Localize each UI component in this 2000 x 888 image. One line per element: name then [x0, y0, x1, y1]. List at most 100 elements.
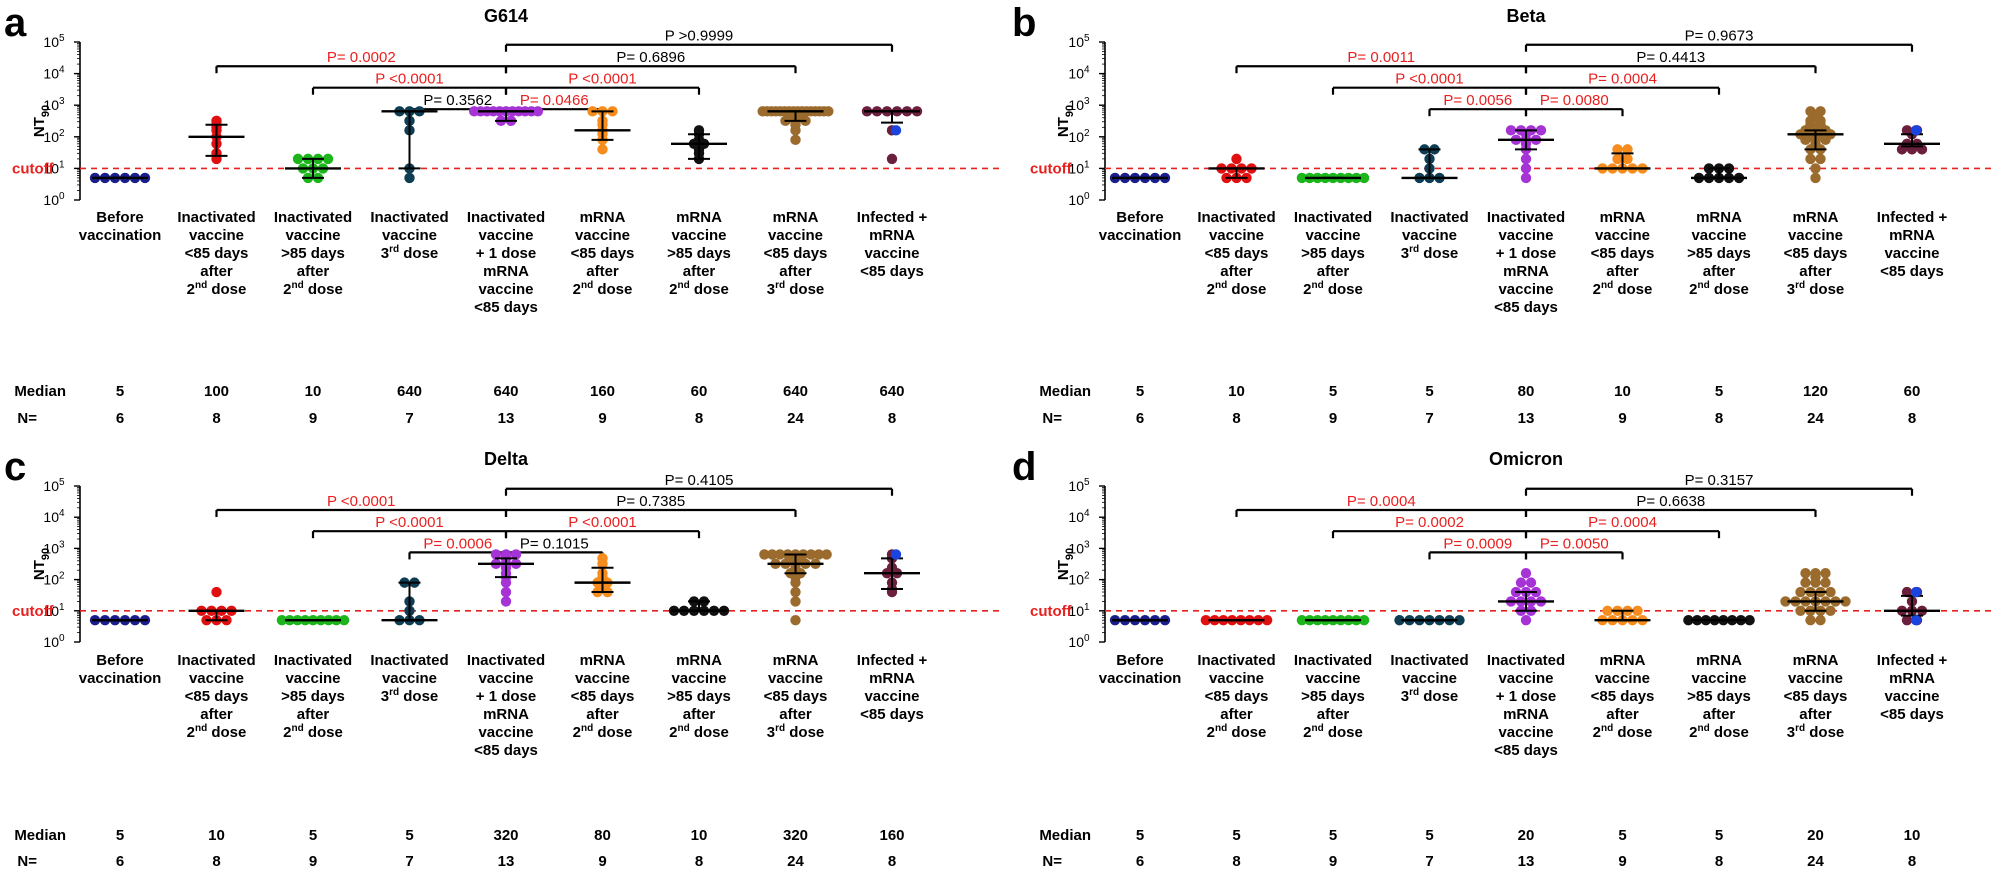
category-line: after: [200, 263, 233, 280]
median-value: 5: [1425, 827, 1433, 844]
p-value-label: P <0.0001: [375, 71, 444, 88]
data-point: [500, 549, 512, 560]
category-line: after: [779, 706, 812, 723]
category-line: vaccination: [1099, 227, 1182, 244]
category-line: 2nd dose: [1207, 280, 1267, 298]
category-line: after: [1317, 706, 1350, 723]
data-point: [1810, 568, 1821, 579]
category-line: mRNA: [580, 652, 626, 669]
data-point: [292, 153, 304, 165]
category-line: 2nd dose: [1593, 723, 1653, 741]
n-value: 8: [212, 410, 220, 427]
category-line: mRNA: [1600, 652, 1646, 669]
cutoff-label: cutoff: [12, 160, 55, 177]
data-point: [1901, 586, 1913, 598]
n-value: 7: [405, 853, 413, 870]
data-point: [1358, 614, 1370, 626]
category-line: <85 days: [764, 245, 828, 262]
category-line: mRNA: [773, 652, 819, 669]
data-point: [1535, 125, 1547, 136]
median-value: 320: [783, 827, 808, 844]
category-line: Inactivated: [370, 209, 448, 226]
n-value: 13: [498, 410, 515, 427]
y-tick-label: 104: [1068, 65, 1090, 82]
category-line: mRNA: [1793, 209, 1839, 226]
median-value: 120: [1803, 383, 1828, 400]
category-line: Infected +: [857, 209, 928, 226]
median-value: 160: [879, 827, 904, 844]
n-value: 8: [212, 853, 220, 870]
category-line: after: [1703, 263, 1736, 280]
median-value: 640: [493, 383, 518, 400]
p-value-label: P= 0.0080: [1540, 92, 1609, 109]
data-point: [490, 549, 502, 560]
category-line: 2nd dose: [187, 723, 247, 741]
y-tick-label: 101: [43, 602, 65, 619]
category-line: Infected +: [1877, 652, 1948, 669]
group-1-points: [1208, 153, 1265, 184]
p-value-label: P <0.0001: [375, 514, 444, 531]
p-value-label: P= 0.4105: [665, 472, 734, 489]
category-line: <85 days: [1784, 245, 1848, 262]
data-point: [1505, 125, 1517, 136]
category-line: 3rd dose: [767, 723, 825, 741]
median-value: 10: [1904, 827, 1921, 844]
median-value: 80: [594, 827, 611, 844]
comparison-bracket: P= 0.3157: [1524, 472, 1914, 496]
category-line: Infected +: [1877, 209, 1948, 226]
comparison-bracket: P= 0.9673: [1524, 28, 1914, 52]
category-line: Inactivated: [467, 209, 545, 226]
y-tick-label: 103: [43, 539, 65, 556]
category-line: <85 days: [185, 688, 249, 705]
y-tick-label: 104: [1068, 508, 1090, 525]
data-point-highlight: [1910, 125, 1922, 136]
category-line: after: [297, 263, 330, 280]
category-line: Inactivated: [370, 652, 448, 669]
category-line: vaccine: [478, 724, 533, 741]
y-tick-label: 100: [1068, 191, 1090, 208]
category-line: 2nd dose: [187, 280, 247, 298]
category-line: 3rd dose: [1401, 244, 1459, 262]
n-value: 9: [1618, 410, 1626, 427]
category-line: vaccine: [1595, 670, 1650, 687]
panel-letter: d: [1012, 445, 1036, 489]
category-line: 2nd dose: [1303, 723, 1363, 741]
category-line: <85 days: [474, 299, 538, 316]
group-3-points: [381, 577, 438, 626]
data-point: [1810, 163, 1821, 174]
category-line: vaccine: [1305, 670, 1360, 687]
data-point: [1795, 605, 1806, 616]
comparison-bracket: P= 0.6896: [504, 49, 797, 74]
y-axis-label: NT90: [1055, 105, 1076, 137]
category-line: after: [683, 706, 716, 723]
category-line: Inactivated: [274, 209, 352, 226]
data-point: [1358, 172, 1370, 184]
n-value: 24: [1807, 853, 1824, 870]
comparison-bracket: P >0.9999: [504, 28, 894, 52]
data-point: [813, 549, 825, 560]
category-line: Inactivated: [1390, 209, 1468, 226]
p-value-label: P= 0.0002: [1395, 514, 1464, 531]
category-line: after: [1220, 263, 1253, 280]
comparison-bracket: P= 0.0080: [1524, 92, 1624, 117]
median-row-label: Median: [1039, 383, 1091, 400]
category-line: 2nd dose: [1593, 280, 1653, 298]
data-point: [774, 549, 786, 560]
data-point: [1200, 614, 1212, 626]
data-point: [1825, 605, 1836, 616]
p-value-label: P= 0.0009: [1443, 535, 1512, 552]
n-value: 8: [1715, 410, 1723, 427]
median-value: 640: [783, 383, 808, 400]
comparison-bracket: P= 0.0009: [1428, 535, 1528, 560]
category-line: mRNA: [1696, 652, 1742, 669]
n-value: 7: [405, 410, 413, 427]
